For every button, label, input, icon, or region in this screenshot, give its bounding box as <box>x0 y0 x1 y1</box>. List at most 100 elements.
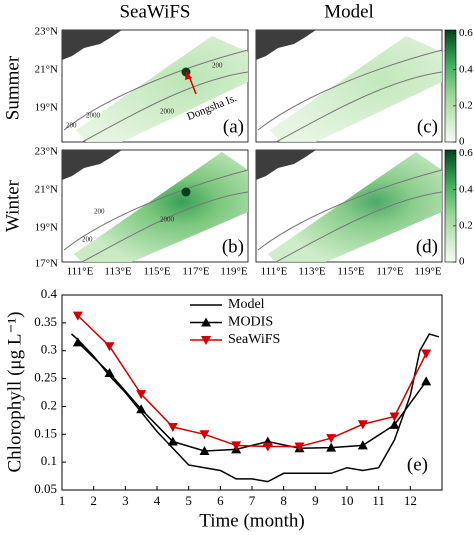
land <box>62 150 122 180</box>
chart-annotation: (e) <box>407 454 428 475</box>
x-tick-label: 6 <box>217 493 224 508</box>
x-tick-label: 11 <box>372 493 385 508</box>
y-tick-label: 0.3 <box>41 342 57 357</box>
series-line <box>71 333 440 483</box>
x-tick-label: 7 <box>249 493 256 508</box>
lat-label: 23°N <box>35 146 58 158</box>
column-title: SeaWiFS <box>119 1 190 22</box>
x-tick-label: 8 <box>280 493 287 508</box>
lon-label: 111°E <box>261 266 288 278</box>
legend-marker <box>201 317 211 327</box>
data-point <box>389 412 400 422</box>
chlorophyll-field <box>74 152 248 262</box>
lon-label: 117°E <box>376 266 403 278</box>
contour-label: 200 <box>66 122 77 130</box>
row-label: Summer <box>2 55 23 120</box>
contour-label: 2000 <box>160 108 175 116</box>
x-axis-label: Time (month) <box>199 510 304 531</box>
series-line <box>77 341 427 452</box>
data-point <box>389 419 400 429</box>
colorbar-tick-label: 0.6 <box>459 147 473 159</box>
data-point <box>421 376 432 386</box>
isobath <box>257 169 443 251</box>
colorbar-tick-label: 0.4 <box>459 63 473 75</box>
contour-label: 200 <box>212 62 223 70</box>
lon-label: 115°E <box>143 266 170 278</box>
y-axis-label: Chlorophyll (μg L⁻¹) <box>4 311 25 472</box>
panel-label: (a) <box>223 116 244 137</box>
y-tick-label: 0.25 <box>34 370 57 385</box>
y-tick-label: 0.1 <box>41 453 57 468</box>
lon-label: 119°E <box>414 266 441 278</box>
column-title: Model <box>324 1 374 22</box>
contour-label: 2000 <box>160 216 175 224</box>
data-point <box>326 442 337 452</box>
x-tick-label: 3 <box>122 493 129 508</box>
isobath <box>275 71 443 143</box>
x-tick-label: 2 <box>90 493 97 508</box>
dongsha-island <box>181 187 191 197</box>
colorbar-tick-label: 0 <box>459 136 465 148</box>
y-tick-label: 0.2 <box>41 397 57 412</box>
data-point <box>199 430 210 440</box>
legend-label: Model <box>228 297 265 312</box>
legend-marker <box>201 336 211 345</box>
colorbar-tick-label: 0.2 <box>459 99 473 111</box>
series-line <box>77 315 427 448</box>
isobath <box>275 191 443 263</box>
x-tick-label: 1 <box>59 493 66 508</box>
data-point <box>167 423 178 433</box>
y-tick-label: 0.4 <box>41 286 58 301</box>
contour-label: 2000 <box>86 112 101 120</box>
data-point <box>357 440 368 450</box>
lon-label: 113°E <box>298 266 325 278</box>
lon-label: 111°E <box>67 266 94 278</box>
y-tick-label: 0.15 <box>34 425 57 440</box>
y-tick-label: 0.35 <box>34 314 57 329</box>
data-point <box>136 404 147 414</box>
isobath <box>63 49 249 131</box>
data-point <box>421 349 432 359</box>
x-tick-label: 4 <box>154 493 161 508</box>
data-point <box>294 442 305 452</box>
lon-label: 113°E <box>104 266 131 278</box>
panel-label: (c) <box>417 116 438 137</box>
legend-label: SeaWiFS <box>228 332 280 347</box>
data-point <box>167 436 178 446</box>
lat-label: 21°N <box>35 184 58 196</box>
legend-label: MODIS <box>228 315 273 330</box>
colorbar-tick-label: 0 <box>459 256 465 268</box>
isobath <box>81 191 249 263</box>
contour-label: 200 <box>82 236 93 244</box>
colorbar-tick-label: 0.2 <box>459 219 473 231</box>
data-point <box>72 337 83 347</box>
lon-label: 115°E <box>337 266 364 278</box>
x-tick-label: 12 <box>404 493 417 508</box>
data-point <box>326 434 337 444</box>
data-point <box>357 420 368 430</box>
panel-label: (d) <box>416 236 438 257</box>
data-point <box>136 390 147 400</box>
colorbar <box>444 29 457 143</box>
lon-label: 119°E <box>220 266 247 278</box>
lon-label: 117°E <box>182 266 209 278</box>
row-label: Winter <box>2 179 23 232</box>
colorbar-tick-label: 0.6 <box>459 27 473 39</box>
lat-label: 21°N <box>35 64 58 76</box>
x-tick-label: 9 <box>312 493 319 508</box>
annotation-arrowhead <box>185 71 192 80</box>
x-tick-label: 10 <box>341 493 354 508</box>
lat-label: 19°N <box>35 102 58 114</box>
data-point <box>72 311 83 321</box>
land <box>256 150 316 180</box>
panel-label: (b) <box>222 236 244 257</box>
lat-label: 23°N <box>35 26 58 38</box>
data-point <box>104 368 115 377</box>
y-tick-label: 0.05 <box>34 481 57 496</box>
data-point <box>199 446 210 455</box>
chlorophyll-field <box>268 152 442 262</box>
land <box>62 30 122 60</box>
colorbar-tick-label: 0.4 <box>459 183 473 195</box>
x-tick-label: 5 <box>185 493 192 508</box>
